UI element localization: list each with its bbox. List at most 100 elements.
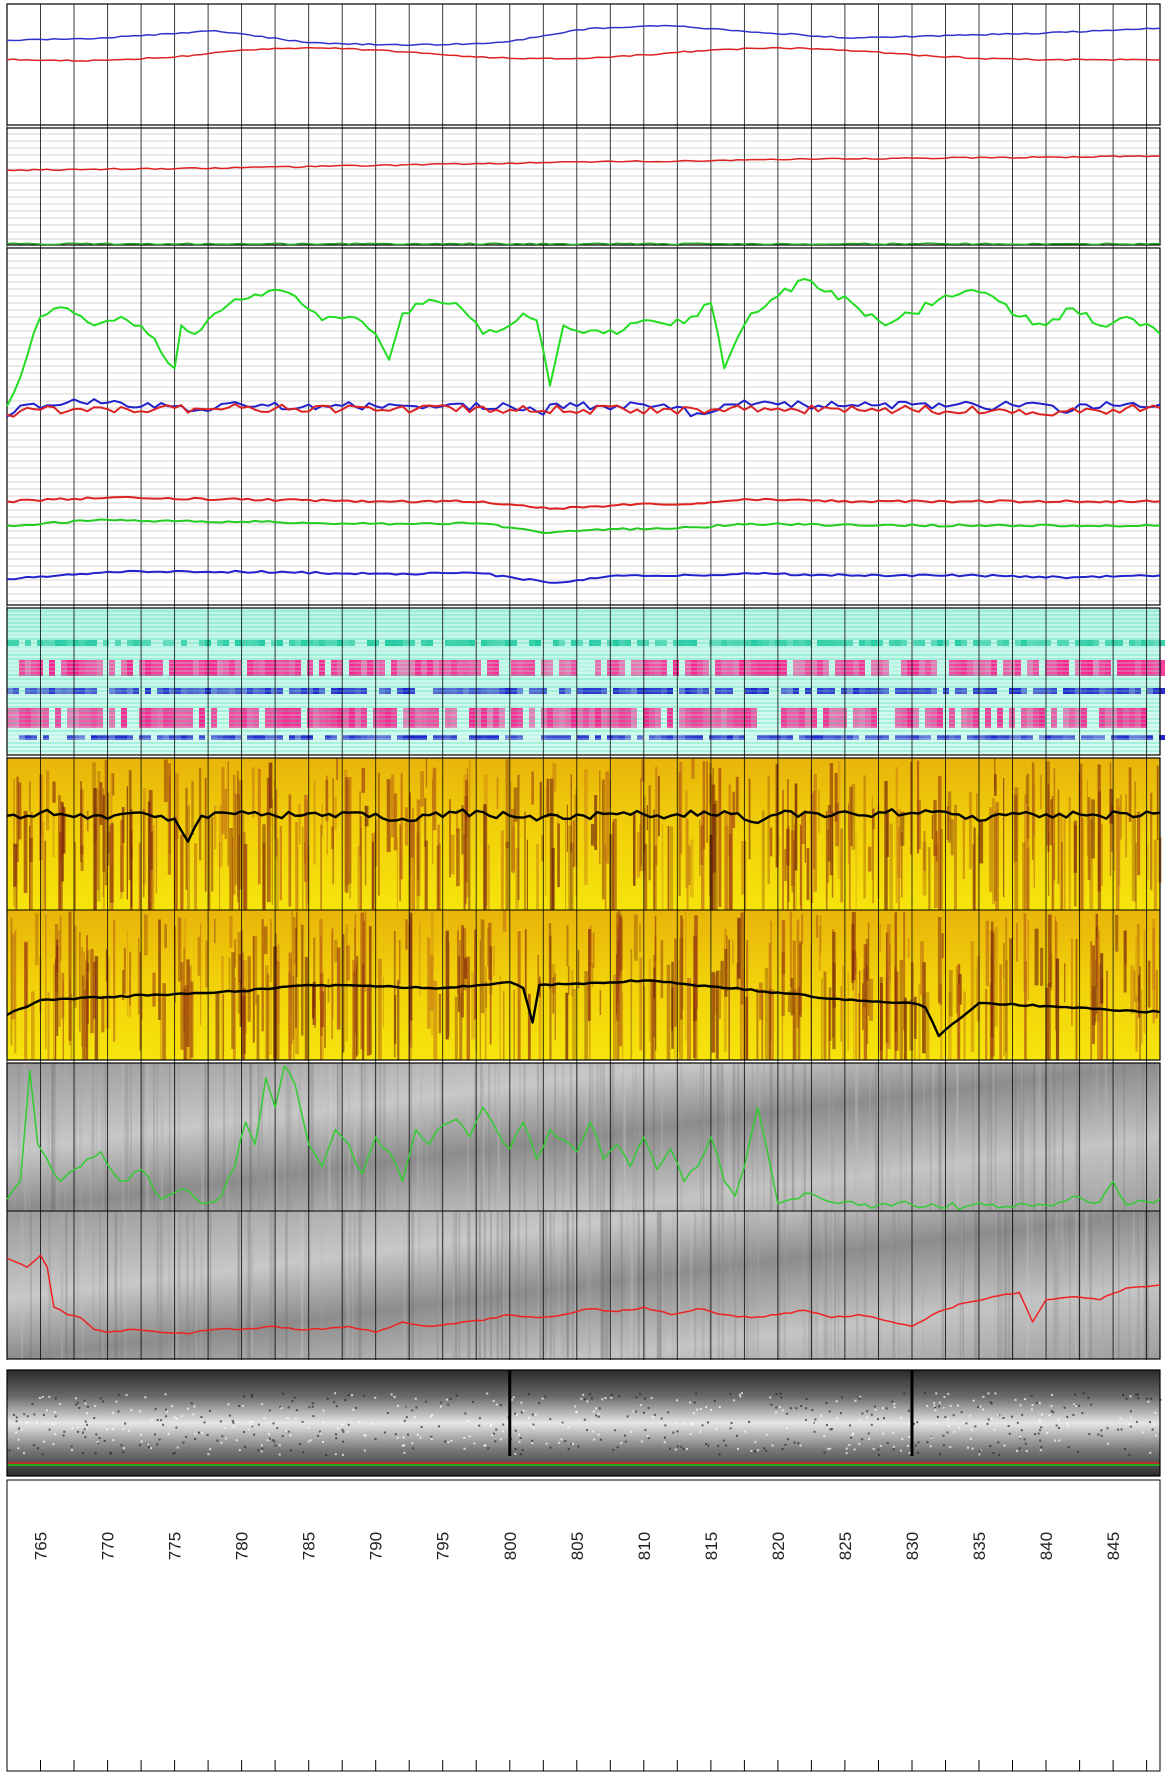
texture-streak (424, 797, 427, 847)
texture-streak (950, 819, 954, 856)
texture-speck (786, 1438, 789, 1441)
texture-streak (288, 794, 292, 907)
texture-speck (1019, 1436, 1022, 1439)
texture-streak (331, 927, 334, 1019)
texture-streak (735, 776, 739, 813)
texture-cell (301, 735, 307, 740)
texture-streak (639, 824, 642, 872)
texture-streak (146, 1063, 148, 1211)
texture-streak (53, 963, 56, 1060)
depth-gridlines (6, 4, 1148, 1360)
depth-tick-label: 780 (233, 1532, 252, 1560)
texture-streak (348, 777, 352, 884)
texture-speck (775, 1406, 778, 1409)
texture-streak (677, 1211, 681, 1359)
texture-streak (566, 1211, 570, 1359)
texture-streak (973, 827, 976, 910)
texture-streak (260, 1063, 264, 1211)
texture-cell (883, 735, 889, 740)
texture-streak (468, 815, 471, 910)
texture-cell (67, 660, 73, 676)
texture-speck (167, 1432, 170, 1435)
texture-streak (722, 1211, 724, 1359)
texture-speck (120, 1444, 123, 1447)
texture-cell (355, 735, 361, 740)
texture-streak (1048, 832, 1050, 896)
texture-streak (828, 1063, 830, 1211)
texture-cell (367, 735, 373, 740)
texture-streak (831, 1063, 833, 1211)
texture-streak (1097, 811, 1101, 892)
texture-streak (410, 1063, 412, 1211)
texture-speck (84, 1402, 87, 1405)
texture-cell (811, 735, 817, 740)
texture-cell (19, 735, 25, 740)
texture-speck (870, 1423, 873, 1426)
texture-cell (667, 708, 673, 728)
texture-cell (577, 708, 583, 728)
texture-streak (200, 923, 202, 1026)
texture-speck (514, 1453, 517, 1455)
texture-speck (115, 1400, 118, 1403)
texture-speck (307, 1440, 310, 1443)
texture-cell (565, 708, 571, 728)
track3-curve-2 (6, 398, 1161, 418)
texture-streak (813, 774, 817, 892)
texture-streak (457, 930, 459, 995)
texture-cell (337, 660, 343, 676)
texture-cell (805, 660, 811, 676)
texture-streak (544, 1211, 547, 1359)
texture-streak (756, 988, 759, 1060)
texture-speck (520, 1411, 523, 1414)
texture-speck (853, 1448, 856, 1451)
texture-streak (790, 978, 794, 1016)
texture-cell (781, 708, 787, 728)
texture-cell (325, 735, 331, 740)
texture-streak (64, 1063, 66, 1211)
texture-streak (539, 1211, 541, 1359)
texture-streak (740, 975, 742, 1060)
texture-streak (804, 809, 806, 863)
texture-cell (403, 735, 409, 740)
depth-axis: 765 770 775 780 785 790 795 800 805 810 815 820 825 8… (6, 1532, 1148, 1771)
texture-speck (1155, 1434, 1157, 1437)
texture-streak (466, 956, 470, 1060)
texture-speck (279, 1406, 282, 1409)
texture-cell (487, 708, 493, 728)
texture-speck (93, 1417, 96, 1419)
texture-speck (227, 1403, 230, 1406)
texture-speck (247, 1428, 250, 1431)
texture-speck (765, 1449, 768, 1452)
texture-streak (327, 978, 330, 1003)
texture-speck (117, 1393, 120, 1396)
depth-tick-label: 765 (32, 1532, 51, 1560)
texture-speck (651, 1416, 654, 1419)
texture-speck (936, 1416, 939, 1418)
texture-streak (644, 808, 646, 853)
texture-streak (571, 1211, 574, 1359)
texture-streak (171, 1063, 173, 1211)
texture-speck (707, 1444, 710, 1447)
texture-streak (576, 1063, 579, 1211)
texture-speck (907, 1423, 910, 1425)
texture-streak (122, 970, 125, 1001)
texture-streak (708, 1211, 711, 1359)
texture-speck (138, 1410, 141, 1413)
texture-speck (861, 1412, 864, 1415)
texture-streak (609, 1063, 613, 1211)
texture-streak (47, 1063, 50, 1211)
texture-streak (892, 1211, 896, 1359)
texture-cell (949, 660, 955, 676)
texture-streak (411, 1211, 414, 1359)
texture-streak (784, 848, 787, 881)
texture-cell (529, 708, 535, 728)
track8-curve-1 (6, 1065, 1161, 1211)
texture-cell (1039, 708, 1045, 728)
texture-streak (438, 993, 442, 1034)
texture-streak (1094, 960, 1097, 1022)
texture-streak (331, 826, 334, 850)
texture-streak (974, 1063, 977, 1211)
texture-cell (307, 708, 313, 728)
texture-cell (421, 708, 427, 728)
texture-streak (41, 821, 45, 910)
